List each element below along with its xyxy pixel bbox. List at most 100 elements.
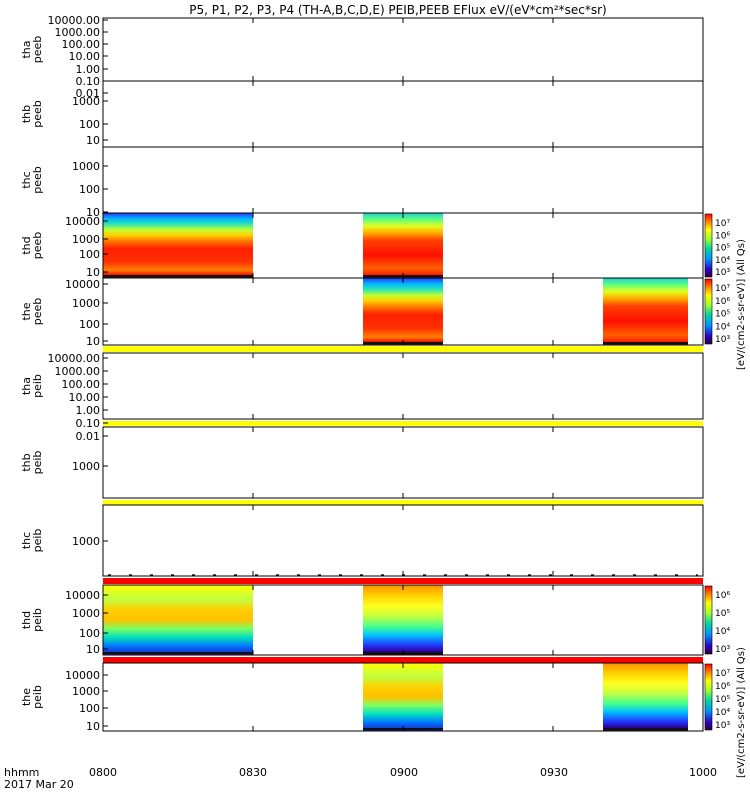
x-tick-label-4: 1000 <box>689 766 717 779</box>
y-tick-label-9-1: 1000 <box>72 685 100 698</box>
y-tick-label-4-1: 1000 <box>72 297 100 310</box>
colorbar-tick-3-2: 10⁵ <box>715 244 730 254</box>
band-strip-3 <box>103 578 703 584</box>
colorbar-tick-9-1: 10⁶ <box>715 682 730 692</box>
panel-frame-7 <box>102 504 704 577</box>
y-axis-label-2-0: thc <box>20 171 33 188</box>
colorbar-tick-9-3: 10⁴ <box>715 708 730 718</box>
panel-frame-6 <box>102 426 704 499</box>
colorbar-tick-4-2: 10⁵ <box>715 310 730 320</box>
y-tick-label-9-2: 100 <box>79 702 100 715</box>
y-tick-label-4-2: 100 <box>79 318 100 331</box>
colorbar-title-electron: [eV/(cm2-s-sr-eV)] (All Qs) <box>736 239 747 370</box>
y-tick-label-0-5: 0.10 <box>76 75 101 88</box>
y-tick-label-2-0: 1000 <box>72 160 100 173</box>
low-energy-trace-9-1 <box>603 728 688 730</box>
y-axis-label-8-1: peib <box>31 608 44 632</box>
x-tick-label-0: 0800 <box>89 766 117 779</box>
spectrogram-block-8-0 <box>103 585 253 655</box>
y-tick-label-7-0: 1000 <box>72 535 100 548</box>
spectrogram-block-8-1 <box>363 585 443 655</box>
low-energy-trace-4-1 <box>603 342 688 344</box>
colorbar-title-ion: [eV/(cm2-s-sr-eV)] (All Qs) <box>736 647 747 778</box>
y-axis-label-8-0: thd <box>20 611 33 629</box>
colorbar-8 <box>704 585 713 655</box>
y-axis-label-1-1: peeb <box>31 100 44 128</box>
y-tick-label-3-1: 1000 <box>72 233 100 246</box>
y-axis-label-9-1: peib <box>31 685 44 709</box>
y-axis-label-7-0: thc <box>20 532 33 549</box>
date-label: 2017 Mar 20 <box>4 778 74 791</box>
spectrogram-block-9-0 <box>363 663 443 731</box>
y-tick-label-2-1: 100 <box>79 183 100 196</box>
y-tick-label-0-0: 10000.00 <box>48 14 101 27</box>
spectrogram-block-4-1 <box>603 278 688 345</box>
figure-title: P5, P1, P2, P3, P4 (TH-A,B,C,D,E) PEIB,P… <box>189 3 606 17</box>
colorbar-tick-4-3: 10⁴ <box>715 322 730 332</box>
y-tick-label-5-6: 0.01 <box>76 430 101 443</box>
y-tick-label-5-1: 1000.00 <box>55 365 101 378</box>
y-tick-label-5-4: 1.00 <box>76 404 101 417</box>
y-tick-label-5-0: 10000.00 <box>48 352 101 365</box>
x-tick-label-1: 0830 <box>239 766 267 779</box>
y-tick-label-0-3: 10.00 <box>69 50 101 63</box>
y-tick-label-1-1: 100 <box>79 118 100 131</box>
spectrogram-block-9-1 <box>603 663 688 731</box>
y-tick-label-9-0: 10000 <box>65 669 100 682</box>
y-tick-label-1-0: 1000 <box>72 95 100 108</box>
spectrogram-panels: 10000.001000.00100.0010.001.000.100.01th… <box>20 14 730 733</box>
y-tick-label-8-0: 10000 <box>65 589 100 602</box>
y-tick-label-2-2: 10 <box>86 206 100 219</box>
y-tick-label-5-5: 0.10 <box>76 417 101 430</box>
y-tick-label-8-1: 1000 <box>72 607 100 620</box>
y-tick-label-5-2: 100.00 <box>62 378 101 391</box>
colorbar-tick-3-1: 10⁶ <box>715 231 730 241</box>
x-axis: 0800 0830 0900 0930 1000 <box>89 766 717 779</box>
low-energy-trace-3-0 <box>103 275 253 277</box>
y-tick-label-9-3: 10 <box>86 720 100 733</box>
colorbar-tick-3-0: 10⁷ <box>715 219 730 229</box>
y-tick-label-5-3: 10.00 <box>69 391 101 404</box>
y-axis-label-6-1: peib <box>31 451 44 475</box>
y-axis-label-0-1: peeb <box>31 36 44 64</box>
spectrogram-block-4-0 <box>363 278 443 345</box>
y-axis-label-5-0: tha <box>20 377 33 395</box>
y-axis-label-2-1: peeb <box>31 166 44 194</box>
y-tick-label-8-3: 10 <box>86 643 100 656</box>
colorbar-3 <box>704 213 713 278</box>
y-axis-label-1-0: thb <box>20 105 33 123</box>
time-label: hhmm <box>4 766 39 779</box>
colorbar-tick-3-4: 10³ <box>715 268 730 278</box>
y-tick-label-3-3: 10 <box>86 266 100 279</box>
y-tick-label-3-0: 10000 <box>65 215 100 228</box>
x-tick-label-2: 0900 <box>390 766 418 779</box>
y-tick-label-4-0: 10000 <box>65 278 100 291</box>
y-axis-label-7-1: peib <box>31 529 44 553</box>
y-tick-label-6-0: 1000 <box>72 460 100 473</box>
panel-frame-2 <box>102 146 704 214</box>
colorbar-tick-3-3: 10⁴ <box>715 256 730 266</box>
band-strip-1 <box>103 421 703 426</box>
band-strip-2 <box>103 500 703 505</box>
colorbar-9 <box>704 663 713 731</box>
y-tick-label-0-6: 0.01 <box>76 87 101 100</box>
x-tick-label-3: 0930 <box>540 766 568 779</box>
low-energy-trace-8-0 <box>103 652 253 654</box>
y-axis-label-9-0: the <box>20 688 33 706</box>
panel-frame-0 <box>102 17 704 82</box>
colorbar-tick-4-4: 10³ <box>715 335 730 345</box>
colorbar-tick-9-0: 10⁷ <box>715 669 730 679</box>
y-axis-label-0-0: tha <box>20 40 33 58</box>
colorbar-tick-9-2: 10⁵ <box>715 695 730 705</box>
colorbar-4 <box>704 278 713 345</box>
colorbar-tick-8-1: 10⁵ <box>715 609 730 619</box>
